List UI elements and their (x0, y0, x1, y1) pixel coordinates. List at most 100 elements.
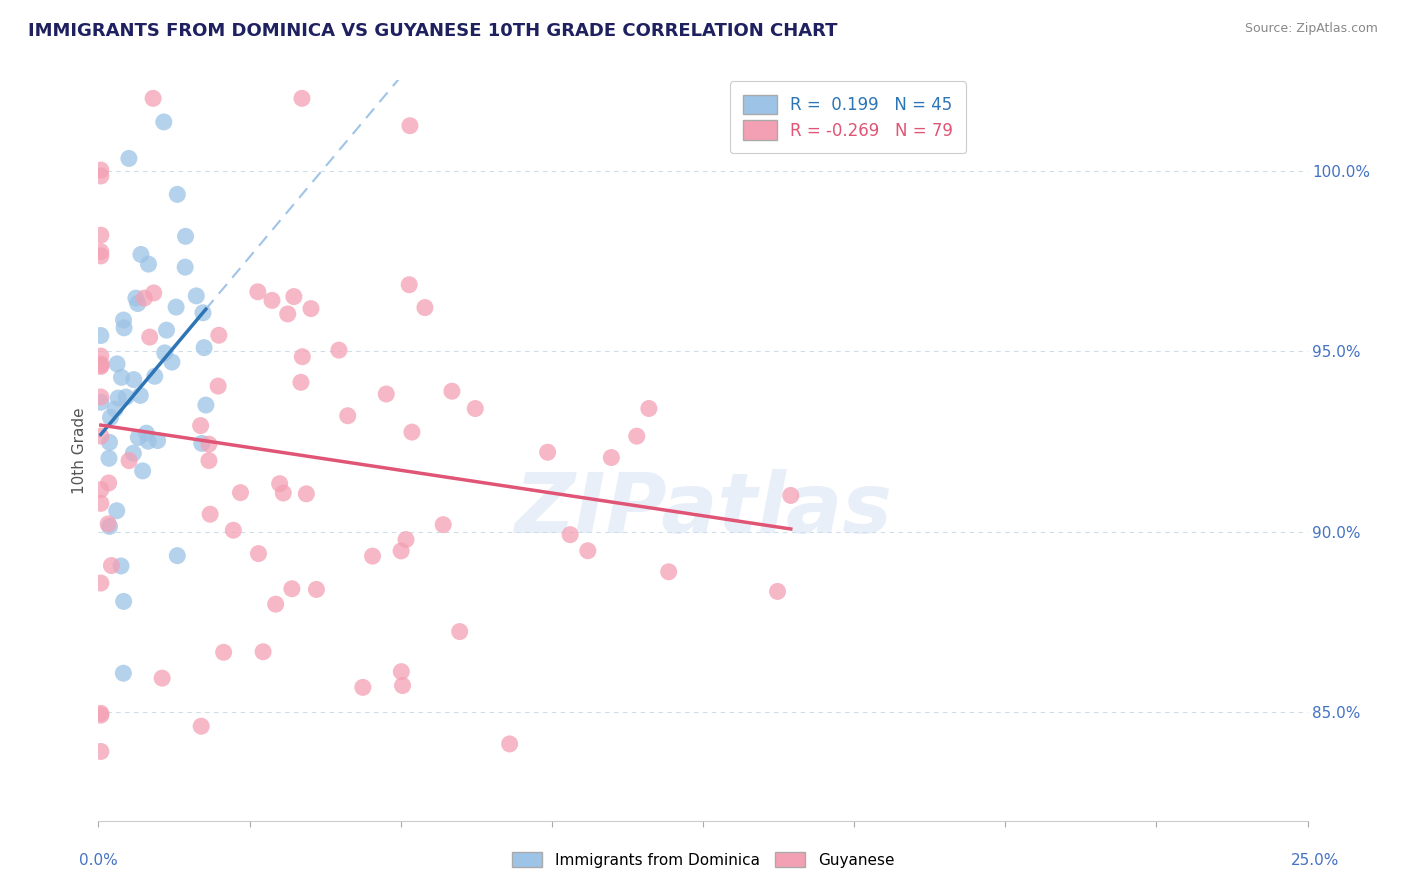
Point (361, 549, 384, 563)
Point (398, 277, 420, 292)
Text: Source: ZipAtlas.com: Source: ZipAtlas.com (1244, 22, 1378, 36)
Point (97, 516, 120, 531)
Point (498, 737, 520, 751)
Point (118, 152, 141, 166)
Point (129, 388, 152, 402)
Point (558, 527, 581, 541)
Point (90, 706, 112, 721)
Point (328, 343, 350, 358)
Point (779, 488, 801, 502)
Point (90, 390, 112, 404)
Point (413, 301, 436, 315)
Point (399, 119, 422, 133)
Point (281, 582, 304, 596)
Point (97, 451, 120, 466)
Point (207, 379, 229, 393)
Point (90, 483, 112, 497)
Point (658, 565, 681, 579)
Point (131, 464, 153, 478)
Point (125, 291, 148, 305)
Point (112, 313, 135, 327)
Point (260, 293, 283, 308)
Point (153, 346, 176, 360)
Point (186, 289, 208, 303)
Point (212, 645, 235, 659)
Point (90, 358, 112, 372)
Point (150, 671, 173, 685)
Point (129, 247, 152, 261)
Text: 25.0%: 25.0% (1291, 854, 1339, 868)
Point (160, 355, 183, 369)
Point (299, 301, 322, 316)
Point (104, 402, 127, 417)
Point (395, 533, 418, 547)
Point (90, 496, 112, 510)
Point (198, 437, 221, 451)
Point (90, 357, 112, 371)
Point (295, 487, 318, 501)
Legend: R =  0.199   N = 45, R = -0.269   N = 79: R = 0.199 N = 45, R = -0.269 N = 79 (730, 81, 966, 153)
Point (90, 708, 112, 723)
Point (90, 395, 112, 409)
Point (118, 453, 141, 467)
Point (112, 666, 135, 681)
Text: ZIPatlas: ZIPatlas (515, 469, 891, 550)
Point (246, 285, 269, 299)
Point (766, 584, 789, 599)
Point (290, 376, 312, 390)
Point (122, 446, 145, 460)
Point (252, 645, 274, 659)
Point (198, 507, 221, 521)
Point (283, 289, 305, 303)
Y-axis label: 10th Grade: 10th Grade (72, 407, 87, 494)
Point (165, 300, 187, 314)
Point (449, 624, 471, 639)
Point (127, 296, 149, 310)
Point (115, 390, 138, 404)
Point (90, 163, 112, 178)
Point (174, 260, 197, 274)
Point (107, 391, 129, 405)
Point (271, 486, 294, 500)
Point (98, 519, 121, 533)
Point (440, 384, 463, 399)
Point (638, 401, 661, 416)
Text: IMMIGRANTS FROM DOMINICA VS GUYANESE 10TH GRADE CORRELATION CHART: IMMIGRANTS FROM DOMINICA VS GUYANESE 10T… (28, 22, 838, 40)
Point (105, 357, 128, 371)
Point (291, 350, 314, 364)
Point (229, 485, 252, 500)
Point (269, 476, 291, 491)
Point (190, 418, 212, 433)
Point (90, 244, 112, 259)
Point (138, 257, 160, 271)
Point (191, 436, 214, 450)
Point (166, 549, 188, 563)
Point (146, 434, 169, 448)
Point (97, 475, 120, 490)
Point (136, 434, 159, 449)
Point (90, 429, 112, 443)
Point (222, 523, 245, 537)
Point (135, 426, 157, 441)
Point (464, 401, 486, 416)
Point (166, 187, 188, 202)
Text: 0.0%: 0.0% (79, 854, 118, 868)
Point (208, 328, 231, 343)
Point (600, 450, 623, 465)
Point (247, 547, 270, 561)
Point (375, 387, 398, 401)
Point (90, 169, 112, 183)
Legend: Immigrants from Dominica, Guyanese: Immigrants from Dominica, Guyanese (505, 844, 901, 875)
Point (153, 115, 176, 129)
Point (100, 410, 122, 425)
Point (626, 429, 648, 443)
Point (389, 544, 412, 558)
Point (264, 597, 287, 611)
Point (100, 558, 122, 573)
Point (112, 594, 135, 608)
Point (536, 445, 558, 459)
Point (134, 291, 156, 305)
Point (90, 328, 112, 343)
Point (291, 91, 314, 105)
Point (90, 359, 112, 374)
